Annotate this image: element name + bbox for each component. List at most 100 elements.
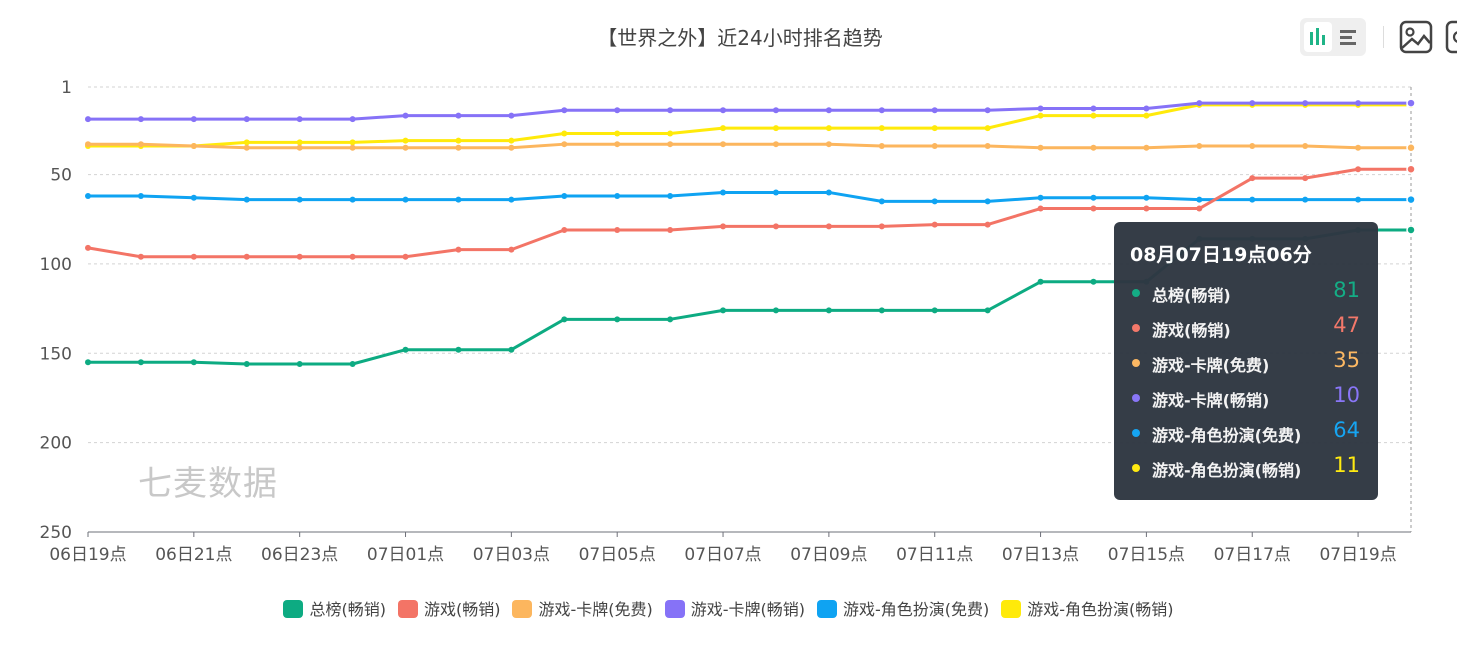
data-point <box>296 253 303 260</box>
data-point <box>137 253 144 260</box>
data-point <box>825 107 832 114</box>
data-point <box>1355 144 1362 151</box>
data-point <box>931 198 938 205</box>
series-line <box>87 167 1411 259</box>
data-point <box>1302 100 1309 107</box>
data-point <box>508 196 515 203</box>
data-point <box>508 112 515 119</box>
legend-swatch-icon <box>512 600 533 618</box>
refresh-icon <box>1445 20 1457 54</box>
data-point <box>402 196 409 203</box>
list-icon[interactable] <box>1336 22 1364 52</box>
data-point <box>825 125 832 132</box>
data-point <box>825 223 832 230</box>
data-point <box>1196 205 1203 212</box>
data-point <box>508 144 515 151</box>
y-tick-label: 250 <box>40 523 72 543</box>
data-point <box>667 141 674 148</box>
series-line <box>88 101 1411 121</box>
data-point <box>1090 112 1097 119</box>
data-point <box>1406 98 1416 108</box>
data-point <box>1302 142 1309 149</box>
series-line <box>88 103 1411 148</box>
data-point <box>984 142 991 149</box>
x-tick-label: 07日09点 <box>790 545 867 565</box>
data-point <box>349 144 356 151</box>
legend-item[interactable]: 游戏(畅销) <box>397 596 500 620</box>
data-point <box>349 139 356 146</box>
data-point <box>931 307 938 314</box>
data-point <box>1355 100 1362 107</box>
data-point <box>85 116 91 123</box>
data-point <box>614 141 621 148</box>
image-icon <box>1399 20 1433 54</box>
data-point <box>137 116 144 123</box>
data-point <box>296 361 303 368</box>
data-point <box>720 107 727 114</box>
legend-label: 游戏-角色扮演(畅销) <box>1027 600 1174 619</box>
bar-chart-button[interactable] <box>1304 22 1332 52</box>
data-point <box>190 253 197 260</box>
data-point <box>402 346 409 353</box>
data-point <box>1143 105 1150 112</box>
data-point <box>825 307 832 314</box>
data-point <box>190 142 197 149</box>
tooltip-marker-icon <box>1132 394 1140 402</box>
data-point <box>984 107 991 114</box>
x-tick-label: 07日15点 <box>1108 545 1185 565</box>
tooltip-series-value: 10 <box>1333 383 1360 407</box>
data-point <box>561 226 568 233</box>
tooltip-series-value: 64 <box>1333 418 1360 442</box>
data-point <box>1037 205 1044 212</box>
data-point <box>772 125 779 132</box>
data-point <box>878 125 885 132</box>
legend-item[interactable]: 游戏-角色扮演(免费) <box>817 596 989 620</box>
tooltip-series-name: 游戏-卡牌(免费) <box>1152 356 1270 375</box>
refresh-button[interactable] <box>1445 18 1457 56</box>
series-line <box>88 142 1411 150</box>
legend-item[interactable]: 游戏-角色扮演(畅销) <box>1001 596 1174 620</box>
data-point <box>402 253 409 260</box>
x-tick-label: 07日17点 <box>1214 545 1291 565</box>
data-point <box>508 346 515 353</box>
data-point <box>1037 278 1044 285</box>
data-point <box>878 107 885 114</box>
data-point <box>984 221 991 228</box>
data-point <box>1037 144 1044 151</box>
x-tick-label: 07日11点 <box>896 545 973 565</box>
bar-chart-icon <box>1310 28 1325 45</box>
data-point <box>667 316 674 323</box>
legend-swatch-icon <box>664 600 685 618</box>
data-point <box>243 116 250 123</box>
legend-item[interactable]: 游戏-卡牌(免费) <box>512 596 653 620</box>
data-point <box>1249 175 1256 182</box>
tooltip-row: 游戏-卡牌(免费) 35 <box>1130 345 1360 380</box>
data-point <box>455 112 462 119</box>
legend-swatch-icon <box>1001 600 1022 618</box>
legend-label: 游戏-角色扮演(免费) <box>843 600 990 619</box>
data-point <box>243 139 250 146</box>
data-point <box>1090 278 1097 285</box>
tooltip-row: 游戏-角色扮演(畅销) 11 <box>1130 450 1360 485</box>
legend-swatch-icon <box>397 600 418 618</box>
data-point <box>296 144 303 151</box>
tooltip-series-value: 81 <box>1333 278 1360 302</box>
data-point <box>1196 100 1203 107</box>
data-point <box>190 194 197 201</box>
x-tick-label: 07日01点 <box>367 545 444 565</box>
data-point <box>1355 166 1362 173</box>
data-point <box>85 141 91 148</box>
save-image-button[interactable] <box>1398 18 1434 56</box>
x-tick-label: 07日19点 <box>1319 545 1396 565</box>
data-point <box>508 246 515 253</box>
legend-item[interactable]: 游戏-卡牌(畅销) <box>664 596 805 620</box>
data-point <box>561 107 568 114</box>
y-tick-label: 100 <box>40 255 72 275</box>
data-point <box>455 196 462 203</box>
legend-item[interactable]: 总榜(畅销) <box>283 596 386 620</box>
data-point <box>825 189 832 196</box>
data-point <box>85 193 91 200</box>
tooltip-row: 游戏-角色扮演(免费) 64 <box>1130 415 1360 450</box>
data-point <box>720 307 727 314</box>
